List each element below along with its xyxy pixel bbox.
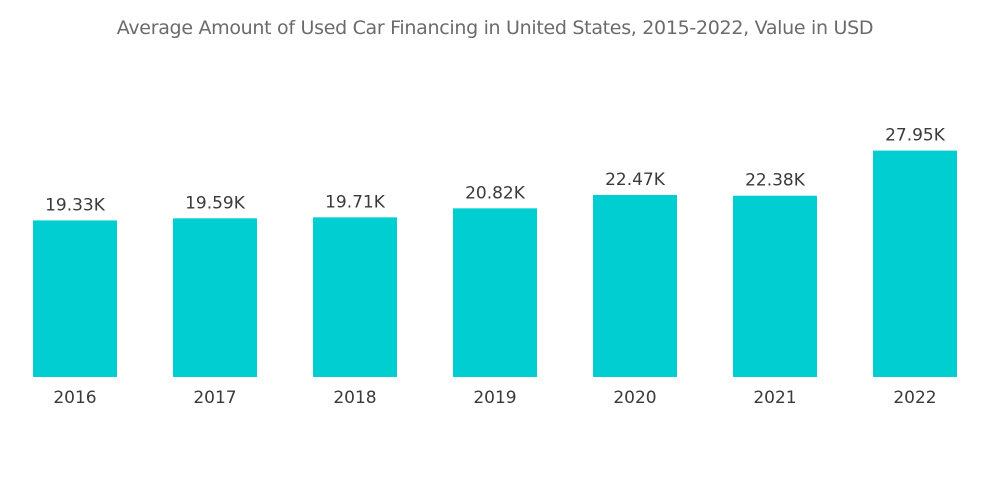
x-tick-label-2022: 2022 bbox=[893, 388, 936, 408]
value-label-2021: 22.38K bbox=[745, 171, 806, 191]
x-tick-label-2017: 2017 bbox=[193, 388, 236, 408]
chart-title: Average Amount of Used Car Financing in … bbox=[116, 17, 874, 39]
bar-2022 bbox=[873, 150, 957, 377]
bar-2018 bbox=[313, 217, 397, 377]
value-label-2022: 27.95K bbox=[885, 126, 946, 146]
x-tick-label-2016: 2016 bbox=[53, 388, 96, 408]
value-label-2016: 19.33K bbox=[45, 195, 106, 215]
x-tick-label-2018: 2018 bbox=[333, 388, 376, 408]
x-tick-label-2019: 2019 bbox=[473, 388, 516, 408]
value-label-2020: 22.47K bbox=[605, 170, 666, 190]
bar-2016 bbox=[33, 220, 117, 377]
bar-2021 bbox=[733, 195, 817, 377]
x-tick-label-2021: 2021 bbox=[753, 388, 796, 408]
x-tick-label-2020: 2020 bbox=[613, 388, 656, 408]
bar-2020 bbox=[593, 194, 677, 377]
bar-2019 bbox=[453, 208, 537, 377]
value-label-2019: 20.82K bbox=[465, 183, 526, 203]
bar-2017 bbox=[173, 218, 257, 377]
value-label-2018: 19.71K bbox=[325, 192, 386, 212]
value-label-2017: 19.59K bbox=[185, 193, 246, 213]
